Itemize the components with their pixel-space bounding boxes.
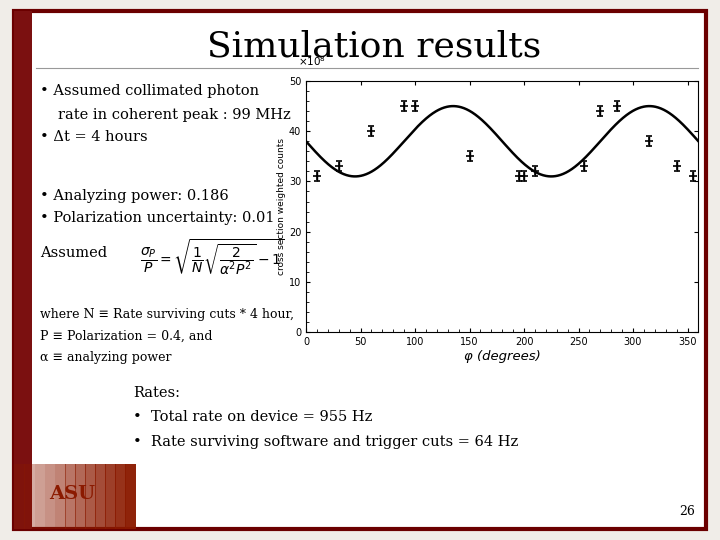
- Text: P ≡ Polarization = 0.4, and: P ≡ Polarization = 0.4, and: [40, 329, 212, 342]
- Bar: [55, 464, 66, 529]
- Bar: [85, 464, 96, 529]
- Bar: [105, 464, 116, 529]
- Text: α ≡ analyzing power: α ≡ analyzing power: [40, 351, 171, 364]
- Text: • Assumed collimated photon: • Assumed collimated photon: [40, 84, 258, 98]
- Text: • Δt = 4 hours: • Δt = 4 hours: [40, 130, 147, 144]
- Text: Assumed: Assumed: [40, 246, 107, 260]
- Text: Simulation results: Simulation results: [207, 30, 541, 64]
- Text: • Analyzing power: 0.186: • Analyzing power: 0.186: [40, 189, 228, 203]
- Text: where N ≡ Rate surviving cuts * 4 hour,: where N ≡ Rate surviving cuts * 4 hour,: [40, 308, 294, 321]
- Bar: [14, 464, 25, 529]
- Bar: [125, 464, 136, 529]
- Bar: [95, 464, 106, 529]
- Bar: [65, 464, 76, 529]
- Text: ASU: ASU: [49, 485, 95, 503]
- Bar: [75, 464, 86, 529]
- Text: •  Total rate on device = 955 Hz: • Total rate on device = 955 Hz: [133, 410, 372, 424]
- Text: •  Rate surviving software and trigger cuts = 64 Hz: • Rate surviving software and trigger cu…: [133, 435, 518, 449]
- Bar: [14, 11, 32, 529]
- Bar: [45, 464, 55, 529]
- X-axis label: φ (degrees): φ (degrees): [464, 350, 541, 363]
- Text: $\times 10^8$: $\times 10^8$: [298, 55, 326, 69]
- Text: • Polarization uncertainty: 0.01: • Polarization uncertainty: 0.01: [40, 211, 274, 225]
- Text: Rates:: Rates:: [133, 386, 180, 400]
- Y-axis label: cross section weighted counts: cross section weighted counts: [277, 138, 286, 275]
- Bar: [35, 464, 45, 529]
- Text: 26: 26: [679, 505, 695, 518]
- Bar: [115, 464, 126, 529]
- Bar: [24, 464, 35, 529]
- Text: $\dfrac{\sigma_P}{P} = \sqrt{\dfrac{1}{N}\sqrt{\dfrac{2}{\alpha^2 P^2}}-1}$: $\dfrac{\sigma_P}{P} = \sqrt{\dfrac{1}{N…: [140, 238, 285, 277]
- Text: rate in coherent peak : 99 MHz: rate in coherent peak : 99 MHz: [58, 108, 290, 122]
